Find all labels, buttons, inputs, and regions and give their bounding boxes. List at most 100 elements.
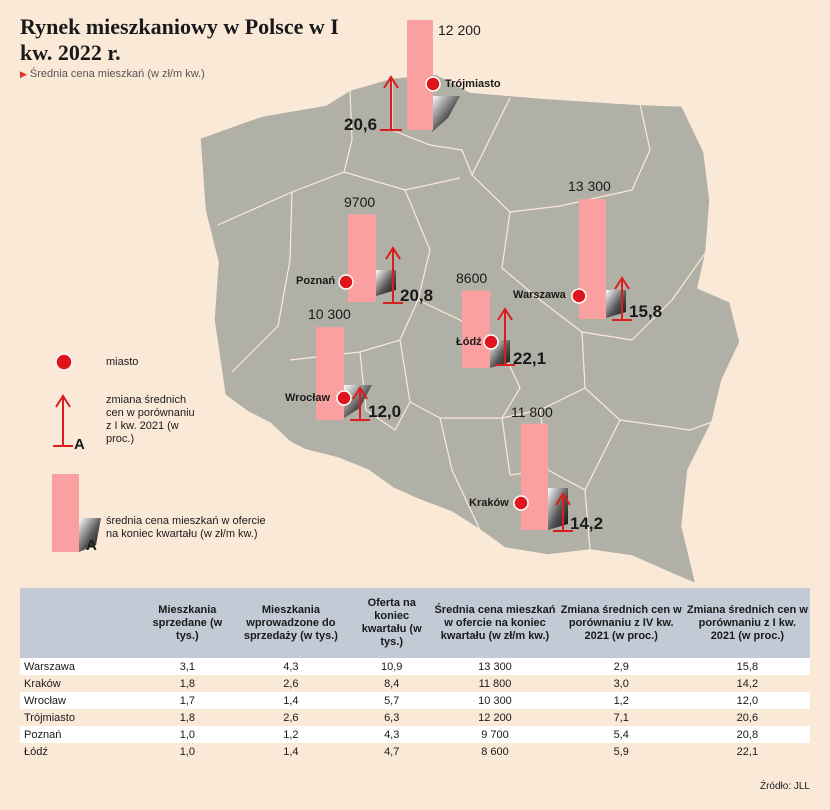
table-cell: 3,0	[557, 675, 685, 692]
table-cell: Łódź	[20, 743, 144, 760]
table-cell: 1,0	[144, 743, 231, 760]
table-row: Poznań 1,0 1,2 4,3 9 700 5,4 20,8	[20, 726, 810, 743]
table-cell: 10 300	[432, 692, 558, 709]
table-cell: 4,7	[351, 743, 433, 760]
change-label-lodz: 22,1	[513, 349, 547, 368]
city-dot-poznan	[338, 274, 354, 290]
table-cell: Poznań	[20, 726, 144, 743]
price-bar-krakow	[521, 423, 548, 530]
table-cell: 1,0	[144, 726, 231, 743]
change-label-warszawa: 15,8	[629, 302, 663, 321]
table-header: Zmiana średnich cen w porównaniu z IV kw…	[557, 588, 685, 658]
triangle-icon: ▶	[20, 69, 27, 79]
table-header: Zmiana średnich cen w porównaniu z I kw.…	[684, 588, 810, 658]
table-cell: 9 700	[432, 726, 558, 743]
table-cell: 5,7	[351, 692, 433, 709]
table-header: Oferta na koniec kwartału (w tys.)	[351, 588, 433, 658]
legend-change-label: zmiana średnich cen w porównaniu z I kw.…	[106, 394, 195, 445]
table-cell: 15,8	[684, 658, 810, 675]
table-cell: 14,2	[684, 675, 810, 692]
table-cell: 7,1	[557, 709, 685, 726]
table-row: Warszawa 3,1 4,3 10,9 13 300 2,9 15,8	[20, 658, 810, 675]
table-header: Średnia cena mieszkań w ofercie na konie…	[432, 588, 558, 658]
table-header-row: Mieszkania sprzedane (w tys.) Mieszkania…	[20, 588, 810, 658]
table-cell: 13 300	[432, 658, 558, 675]
table-row: Trójmiasto 1,8 2,6 6,3 12 200 7,1 20,6	[20, 709, 810, 726]
table-header	[20, 588, 144, 658]
legend-marker-a1: A	[74, 436, 85, 453]
table-cell: 1,2	[230, 726, 352, 743]
legend	[52, 353, 101, 552]
table-header: Mieszkania wprowadzone do sprzedaży (w t…	[230, 588, 352, 658]
table-cell: 10,9	[351, 658, 433, 675]
table-cell: 12 200	[432, 709, 558, 726]
table-cell: Wrocław	[20, 692, 144, 709]
city-label-lodz: Łódź	[456, 336, 482, 348]
table-cell: 20,8	[684, 726, 810, 743]
city-label-poznan: Poznań	[296, 275, 336, 287]
table-cell: 1,2	[557, 692, 685, 709]
legend-price-label: średnia cena mieszkań w ofercie na konie…	[106, 515, 266, 540]
table-row: Kraków 1,8 2,6 8,4 11 800 3,0 14,2	[20, 675, 810, 692]
data-table: Mieszkania sprzedane (w tys.) Mieszkania…	[20, 588, 810, 760]
price-label-krakow: 11 800	[511, 404, 553, 420]
price-label-lodz: 8600	[456, 270, 488, 286]
bar-shadow	[432, 96, 460, 132]
city-marker-krakow	[513, 423, 573, 532]
city-label-warszawa: Warszawa	[513, 289, 566, 301]
table-cell: 8,4	[351, 675, 433, 692]
source-note: Źródło: JLL	[759, 781, 810, 792]
city-label-wroclaw: Wrocław	[285, 392, 331, 404]
table-row: Wrocław 1,7 1,4 5,7 10 300 1,2 12,0	[20, 692, 810, 709]
price-label-trojmiasto: 12 200	[438, 22, 481, 38]
price-bar-wroclaw	[316, 327, 344, 420]
legend-marker-a2: A	[86, 537, 97, 554]
table-cell: 11 800	[432, 675, 558, 692]
city-dot-trojmiasto	[425, 76, 441, 92]
change-label-trojmiasto: 20,6	[344, 115, 378, 134]
table-cell: 5,4	[557, 726, 685, 743]
subtitle: ▶ Średnia cena mieszkań (w zł/m kw.)	[20, 68, 205, 80]
city-marker-poznan	[338, 214, 403, 304]
table-cell: 1,7	[144, 692, 231, 709]
legend-dot-icon	[55, 353, 73, 371]
table-cell: 5,9	[557, 743, 685, 760]
table-cell: 2,6	[230, 709, 352, 726]
city-marker-lodz	[462, 290, 515, 368]
table-cell: 20,6	[684, 709, 810, 726]
table-cell: 2,9	[557, 658, 685, 675]
table-cell: 2,6	[230, 675, 352, 692]
table-cell: 1,4	[230, 743, 352, 760]
table-cell: 8 600	[432, 743, 558, 760]
table-cell: 1,4	[230, 692, 352, 709]
city-label-trojmiasto: Trójmiasto	[445, 78, 501, 90]
page-title: Rynek mieszkaniowy w Polsce w I kw. 2022…	[20, 14, 339, 65]
poland-map	[52, 20, 741, 585]
table-cell: 4,3	[230, 658, 352, 675]
table-cell: 1,8	[144, 675, 231, 692]
table-cell: 3,1	[144, 658, 231, 675]
change-label-poznan: 20,8	[400, 286, 434, 305]
table-cell: 12,0	[684, 692, 810, 709]
city-dot-warszawa	[571, 288, 587, 304]
table-header: Mieszkania sprzedane (w tys.)	[144, 588, 231, 658]
table-cell: 6,3	[351, 709, 433, 726]
city-marker-wroclaw	[316, 327, 372, 421]
change-label-wroclaw: 12,0	[368, 402, 402, 421]
subtitle-text: Średnia cena mieszkań (w zł/m kw.)	[29, 68, 205, 80]
city-label-krakow: Kraków	[469, 497, 509, 509]
table-cell: 1,8	[144, 709, 231, 726]
table-cell: Warszawa	[20, 658, 144, 675]
price-bar-lodz	[462, 290, 490, 368]
table-cell: 4,3	[351, 726, 433, 743]
city-dot-krakow	[513, 495, 529, 511]
city-dot-lodz	[483, 334, 499, 350]
legend-city-label: miasto	[106, 356, 139, 368]
city-marker-trojmiasto	[380, 20, 460, 132]
city-marker-warszawa	[571, 199, 632, 321]
price-bar-trojmiasto	[407, 20, 433, 130]
city-dot-wroclaw	[336, 390, 352, 406]
price-label-warszawa: 13 300	[568, 178, 611, 194]
legend-bar-icon	[52, 474, 79, 552]
price-label-poznan: 9700	[344, 194, 376, 210]
